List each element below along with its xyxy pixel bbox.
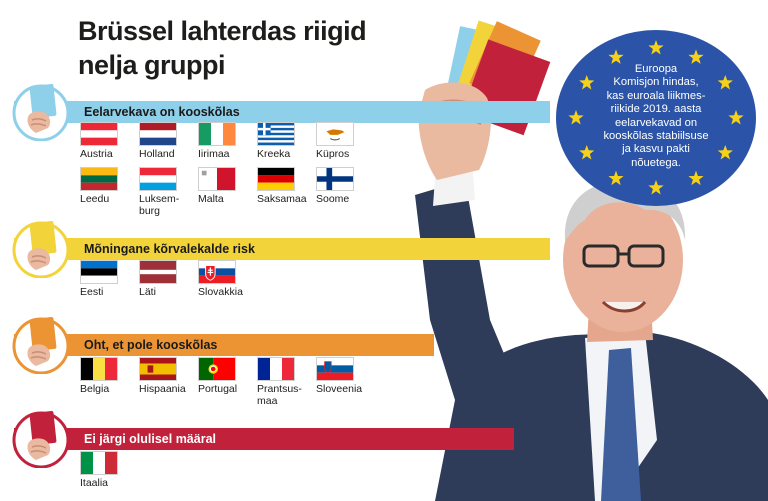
hand-card-yellow-icon: [12, 220, 70, 279]
country-name: Leedu: [80, 193, 110, 205]
flag-france-icon: [257, 357, 295, 381]
eu-star-icon: [579, 75, 595, 90]
country-name: Sloveenia: [316, 383, 363, 395]
title-line-1: Brüssel lahterdas riigid: [78, 16, 367, 46]
country-name: Itaalia: [80, 477, 109, 489]
eu-star-icon: [608, 49, 624, 64]
country-name: Luksem- burg: [139, 193, 180, 217]
eu-star-icon: [648, 180, 664, 195]
country-name: Saksamaa: [257, 193, 307, 205]
flag-latvia-icon: [139, 260, 177, 284]
group-band-risk-noncompliant: [14, 334, 434, 356]
eu-star-icon: [717, 75, 733, 90]
flag-lithuania-icon: [80, 167, 118, 191]
country-name: Kreeka: [257, 148, 291, 160]
country-name: Slovakkia: [198, 286, 243, 298]
hand-card-blue-icon: [12, 83, 70, 142]
flag-ireland-icon: [198, 122, 236, 146]
group-label-compliant: Eelarvekava on kooskõlas: [84, 105, 240, 119]
eu-star-icon: [608, 170, 624, 186]
flag-germany-icon: [257, 167, 295, 191]
eu-star-icon: [648, 40, 664, 55]
eu-star-icon: [568, 110, 584, 125]
page-title: Brüssel lahterdas riigid nelja gruppi: [78, 14, 367, 82]
country-name: Iirimaa: [198, 148, 230, 160]
flag-slovakia-icon: [198, 260, 236, 284]
eu-star-icon: [688, 49, 704, 64]
flag-netherlands-icon: [139, 122, 177, 146]
flag-portugal-icon: [198, 357, 236, 381]
group-label-some-risk: Mõningane kõrvalekalde risk: [84, 242, 255, 256]
hand-card-orange-icon: [12, 316, 70, 375]
country-name: Malta: [198, 193, 224, 205]
country-name: Prantsus- maa: [257, 383, 302, 407]
group-label-risk-noncompliant: Oht, et pole kooskõlas: [84, 338, 218, 352]
eu-star-icon: [717, 145, 733, 160]
eu-star-icon: [579, 145, 595, 160]
flag-greece-icon: [257, 122, 295, 146]
politician-photo: [415, 20, 768, 501]
hand-card-red-icon: [12, 410, 70, 469]
country-name: Soome: [316, 193, 350, 205]
flag-luxembourg-icon: [139, 167, 177, 191]
country-name: Portugal: [198, 383, 238, 395]
flag-finland-icon: [316, 167, 354, 191]
group-band-some-risk: [14, 238, 550, 260]
flag-slovenia-icon: [316, 357, 354, 381]
flag-malta-icon: [198, 167, 236, 191]
eu-flag-circle: [556, 30, 756, 206]
country-name: Küpros: [316, 148, 350, 160]
group-band-compliant: [14, 101, 550, 123]
flag-belgium-icon: [80, 357, 118, 381]
country-name: Hispaania: [139, 383, 186, 395]
flag-cyprus-icon: [316, 122, 354, 146]
eu-info-text: Euroopa Komisjon hindas, kas euroala lii…: [603, 63, 709, 169]
country-name: Holland: [139, 148, 175, 160]
country-name: Läti: [139, 286, 156, 298]
flag-estonia-icon: [80, 260, 118, 284]
group-band-noncompliant: [14, 428, 514, 450]
group-label-noncompliant: Ei järgi olulisel määral: [84, 432, 217, 446]
country-name: Austria: [80, 148, 113, 160]
country-name: Eesti: [80, 286, 104, 298]
eu-stars-icon: [568, 40, 744, 195]
flag-austria-icon: [80, 122, 118, 146]
eu-star-icon: [728, 110, 744, 125]
flag-italy-icon: [80, 451, 118, 475]
eu-star-icon: [688, 170, 704, 186]
title-line-2: nelja gruppi: [78, 50, 226, 80]
flag-spain-icon: [139, 357, 177, 381]
country-name: Belgia: [80, 383, 110, 395]
